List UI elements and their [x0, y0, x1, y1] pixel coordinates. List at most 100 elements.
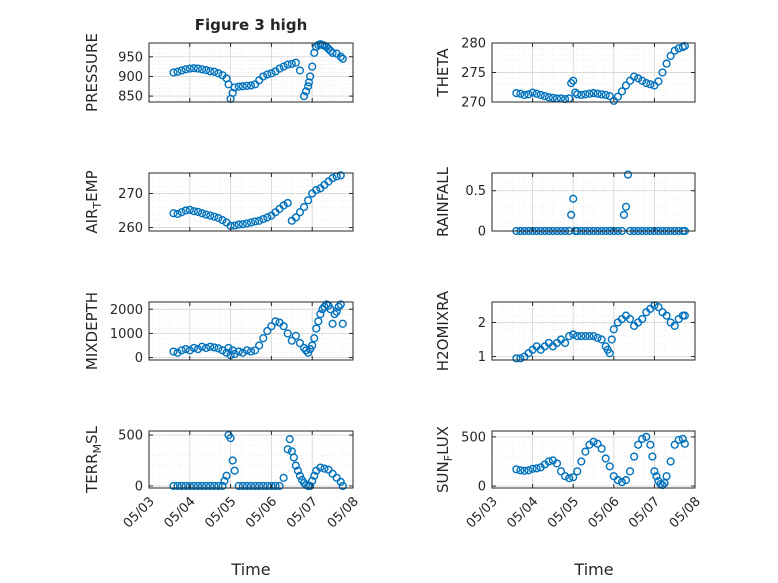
- data-point: [202, 66, 211, 75]
- data-point: [310, 471, 319, 480]
- data-point: [218, 481, 227, 491]
- data-point: [662, 311, 671, 320]
- data-point: [234, 481, 243, 491]
- data-point: [512, 354, 521, 363]
- data-point: [279, 62, 288, 71]
- data-point: [625, 467, 635, 476]
- y-axis-label: PRESSURE: [83, 33, 101, 112]
- y-tick-label: 850: [118, 90, 143, 105]
- y-axis-label: SUNFLUX: [434, 426, 455, 493]
- data-point: [214, 69, 223, 78]
- data-point: [532, 464, 541, 473]
- y-tick-label: 1: [478, 350, 486, 365]
- data-point: [605, 462, 614, 471]
- data-point: [234, 220, 243, 229]
- data-point: [540, 91, 549, 101]
- data-point: [629, 452, 639, 461]
- data-point: [271, 481, 280, 491]
- data-point: [206, 211, 215, 220]
- data-point: [189, 207, 198, 216]
- y-axis-label: TERRMSL: [83, 425, 104, 494]
- data-point: [605, 349, 614, 358]
- data-point: [336, 171, 345, 180]
- data-point: [197, 65, 207, 74]
- data-point: [670, 321, 679, 330]
- data-point: [202, 210, 211, 219]
- data-point: [181, 206, 190, 215]
- data-point: [283, 198, 292, 208]
- data-point: [308, 62, 317, 71]
- data-point: [291, 213, 300, 222]
- plot-area: [492, 302, 695, 360]
- y-tick-label: 900: [118, 70, 143, 85]
- data-point: [328, 174, 337, 183]
- data-point: [250, 481, 260, 491]
- data-point: [279, 473, 288, 482]
- data-point: [230, 349, 239, 359]
- data-point: [316, 309, 325, 319]
- data-point: [528, 88, 537, 97]
- data-point: [185, 205, 194, 214]
- data-point: [662, 59, 671, 68]
- data-point: [246, 481, 256, 491]
- data-point: [581, 90, 590, 99]
- data-point: [206, 67, 215, 76]
- data-point: [336, 52, 345, 61]
- data-point: [634, 440, 643, 449]
- data-point: [283, 445, 292, 454]
- data-point: [314, 317, 323, 326]
- data-point: [242, 346, 252, 355]
- data-point: [255, 216, 264, 225]
- data-point: [295, 338, 305, 348]
- y-tick-label: 2000: [110, 303, 143, 318]
- y-tick-label: 0: [135, 351, 143, 366]
- data-point: [328, 469, 337, 478]
- data-point: [230, 466, 239, 475]
- data-point: [242, 81, 252, 90]
- subplot-mixdepth: 0 1000 2000 MIXDEPTH: [83, 292, 354, 370]
- data-point: [638, 76, 647, 85]
- data-point: [193, 481, 203, 491]
- data-point: [222, 471, 231, 480]
- data-point: [193, 345, 203, 354]
- data-point: [617, 87, 627, 96]
- x-axis-label-left: Time: [230, 560, 270, 579]
- data-point: [328, 48, 337, 57]
- data-point: [642, 432, 651, 441]
- data-point: [569, 76, 578, 85]
- data-point: [597, 335, 606, 344]
- data-point: [334, 302, 343, 311]
- data-point: [565, 332, 574, 341]
- y-axis-label: AIRTEMP: [83, 170, 104, 233]
- subplot-h2omixra: 1 2 H2OMIXRA: [434, 290, 696, 371]
- data-point: [560, 338, 570, 348]
- data-point: [650, 467, 659, 476]
- data-point: [220, 476, 229, 485]
- data-point: [332, 473, 341, 482]
- data-point: [283, 329, 292, 338]
- data-point: [177, 208, 186, 217]
- y-axis-label: THETA: [434, 48, 452, 98]
- data-point: [569, 473, 578, 482]
- data-point: [234, 82, 243, 91]
- y-tick-label: 0.5: [465, 184, 486, 199]
- data-point: [597, 90, 606, 99]
- data-point: [246, 218, 256, 227]
- data-point: [189, 343, 198, 353]
- data-point: [185, 346, 194, 355]
- data-point: [185, 481, 194, 491]
- data-point: [189, 64, 198, 73]
- y-tick-label: 1000: [110, 327, 143, 342]
- data-point: [324, 465, 333, 474]
- data-point: [658, 68, 667, 77]
- data-point: [512, 89, 521, 98]
- data-point: [621, 202, 631, 211]
- data-point: [613, 92, 622, 101]
- data-point: [299, 203, 309, 212]
- data-point: [218, 215, 227, 225]
- data-point: [250, 217, 260, 226]
- data-point: [634, 74, 643, 83]
- subplot-grid: 850 900 950 PRESSURE 270 275 280 THETA 260 270 AIR…: [83, 33, 704, 531]
- data-point: [577, 332, 586, 341]
- data-point: [267, 322, 276, 331]
